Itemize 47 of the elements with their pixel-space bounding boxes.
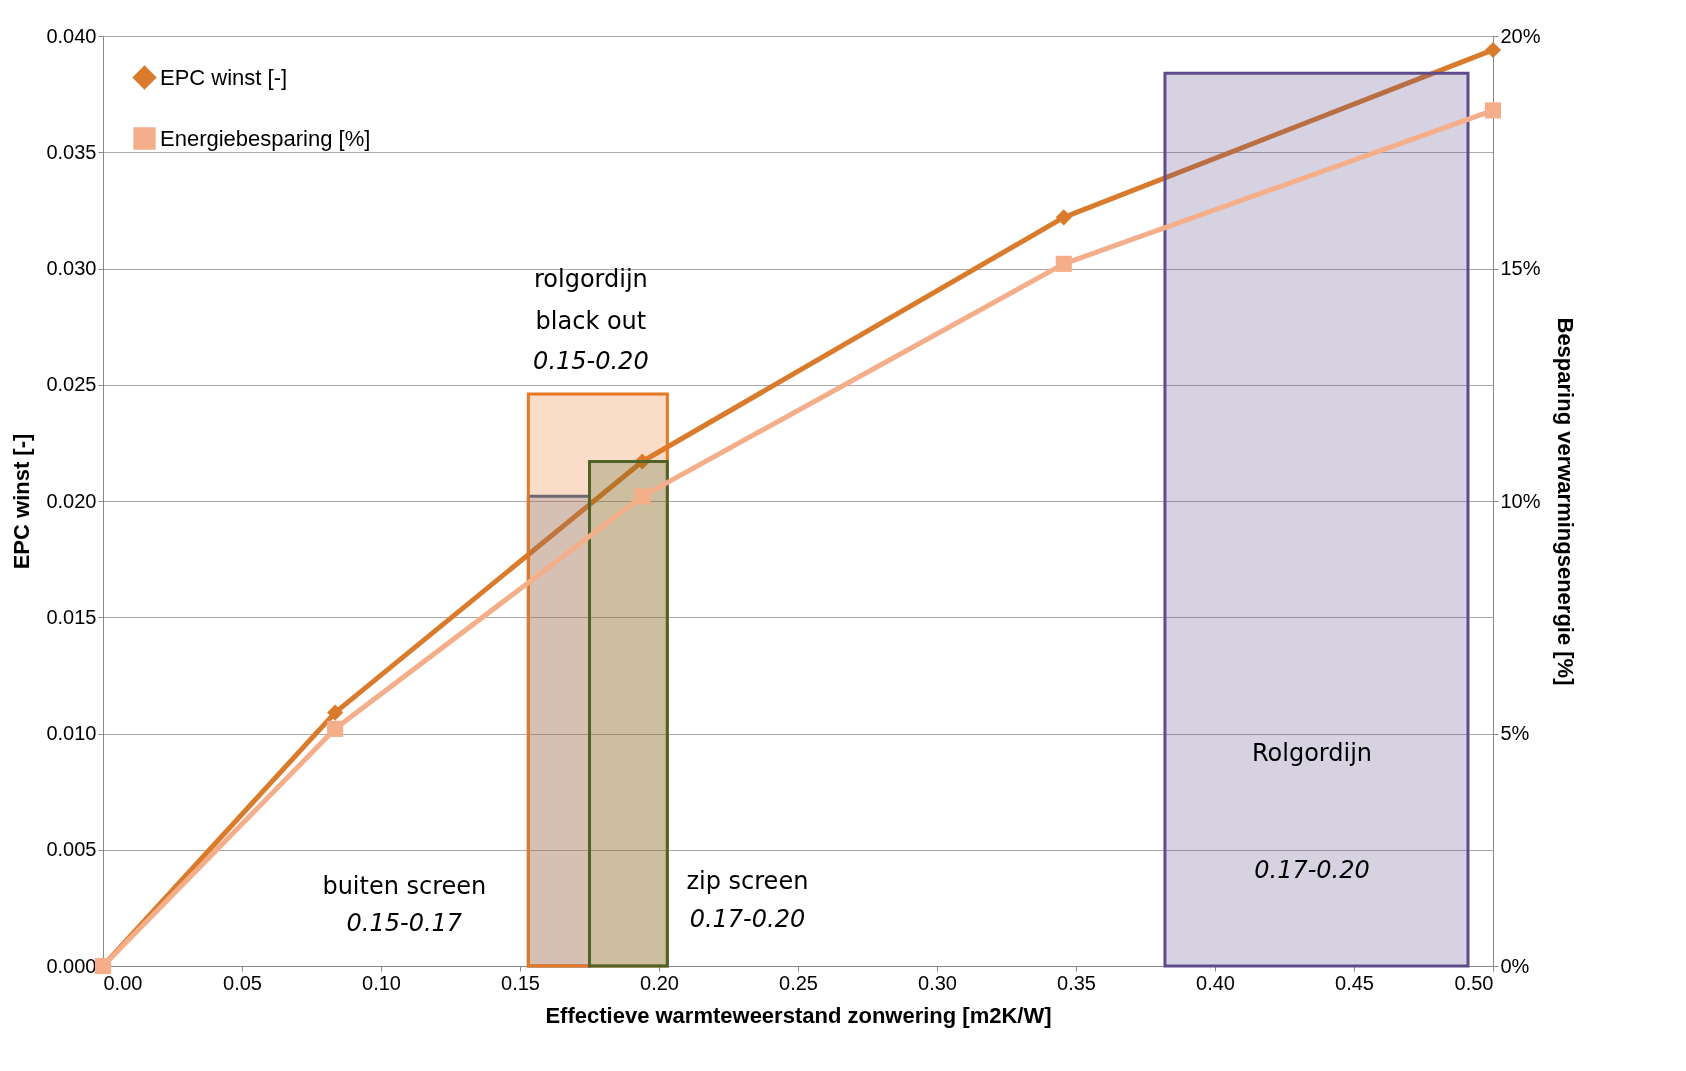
point bbox=[327, 704, 344, 721]
x-tick-label: 0.45 bbox=[1335, 971, 1374, 994]
annotation: 0.15-0.17 bbox=[346, 909, 463, 938]
annotation: buiten screen bbox=[322, 871, 487, 900]
annotation: black out bbox=[535, 306, 647, 335]
x-axis-title: Effectieve warmteweerstand zonwering [m2K/W] bbox=[545, 1002, 1052, 1028]
point bbox=[1055, 255, 1072, 272]
annotation: Rolgordijn bbox=[1251, 739, 1373, 768]
y-tick-label: 0.005 bbox=[46, 838, 97, 861]
annotation: 0.17-0.20 bbox=[1254, 855, 1370, 884]
y-tick-label: 0.015 bbox=[46, 605, 97, 628]
x-tick-label: 0.25 bbox=[779, 971, 818, 994]
y-tick-label: 0.010 bbox=[46, 722, 97, 744]
point bbox=[1484, 41, 1502, 59]
point bbox=[327, 720, 344, 737]
y2-axis-title: Besparing verwarmingsenergie [%] bbox=[1552, 317, 1578, 686]
y-tick-label: 0.020 bbox=[46, 489, 97, 512]
y2-tick-label: 0% bbox=[1500, 954, 1530, 977]
point bbox=[1484, 102, 1502, 119]
legend-label: EPC winst [-] bbox=[160, 64, 288, 90]
x-tick-label: 0.40 bbox=[1196, 971, 1235, 994]
x-tick-label: 0.10 bbox=[362, 971, 401, 994]
point bbox=[634, 488, 651, 505]
x-tick-label: 0.30 bbox=[918, 971, 957, 994]
y2-tick-label: 15% bbox=[1500, 257, 1541, 279]
y-tick-label: 0.025 bbox=[46, 373, 97, 396]
y-axis-title: EPC winst [-] bbox=[9, 433, 35, 570]
x-tick-label: 0.35 bbox=[1057, 971, 1096, 994]
point bbox=[1055, 209, 1072, 226]
annotation: zip screen bbox=[686, 867, 809, 896]
point bbox=[634, 453, 651, 470]
x-tick-label: 0.50 bbox=[1454, 971, 1494, 994]
legend-label: Energiebesparing [%] bbox=[160, 125, 371, 151]
y-tick-label: 0.040 bbox=[46, 24, 97, 47]
annotation: 0.17-0.20 bbox=[689, 904, 806, 933]
x-tick-label: 0.15 bbox=[501, 971, 540, 994]
y2-tick-label: 10% bbox=[1500, 489, 1541, 512]
y2-tick-label: 20% bbox=[1500, 24, 1541, 47]
annotation: 0.15-0.20 bbox=[533, 346, 649, 375]
y-tick-label: 0.030 bbox=[46, 257, 97, 279]
x-tick-label: 0.20 bbox=[640, 971, 679, 994]
x-tick-label: 0.00 bbox=[103, 971, 143, 994]
y-tick-label: 0.035 bbox=[46, 140, 97, 163]
x-tick-label: 0.05 bbox=[223, 971, 262, 994]
annotation: rolgordijn bbox=[533, 265, 648, 294]
y-tick-label: 0.000 bbox=[46, 954, 97, 977]
y2-tick-label: 5% bbox=[1500, 722, 1530, 744]
